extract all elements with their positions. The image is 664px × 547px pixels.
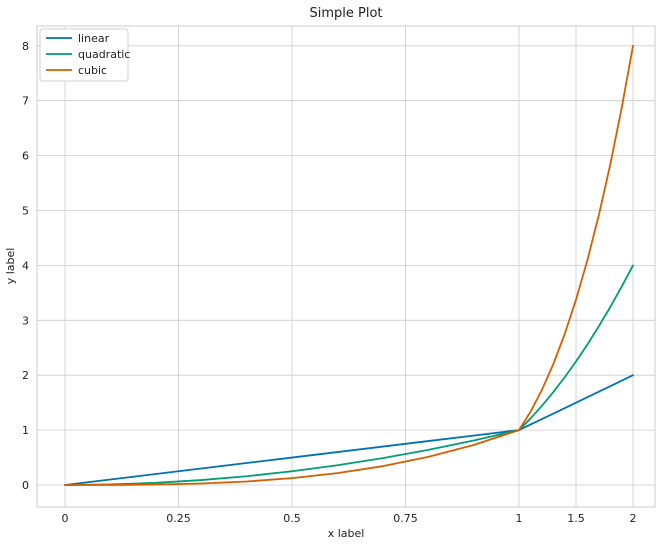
legend-label-linear: linear — [78, 32, 110, 45]
y-tick-label: 8 — [22, 40, 29, 53]
y-tick-label: 6 — [22, 150, 29, 163]
x-tick-labels: 0 0.25 0.5 0.75 1 1.5 2 — [62, 512, 637, 525]
legend-box — [39, 28, 129, 82]
x-tick-label: 0.75 — [393, 512, 418, 525]
y-tick-label: 2 — [22, 369, 29, 382]
x-tick-label: 1 — [516, 512, 523, 525]
legend: linear quadratic cubic — [39, 28, 130, 82]
x-axis-label: x label — [328, 527, 365, 540]
legend-label-quadratic: quadratic — [78, 48, 130, 61]
x-tick-label: 0.25 — [166, 512, 191, 525]
y-tick-label: 0 — [22, 479, 29, 492]
plot-area — [36, 25, 656, 508]
x-tick-label: 0 — [62, 512, 69, 525]
y-tick-label: 1 — [22, 424, 29, 437]
y-tick-label: 7 — [22, 95, 29, 108]
y-tick-label: 5 — [22, 205, 29, 218]
y-tick-label: 4 — [22, 259, 29, 272]
series-line-cubic — [64, 44, 634, 486]
y-axis-label: y label — [4, 248, 17, 285]
chart-title: Simple Plot — [309, 6, 382, 21]
series-layer — [64, 44, 634, 486]
x-tick-label: 2 — [630, 512, 637, 525]
legend-label-cubic: cubic — [78, 64, 107, 77]
y-tick-label: 3 — [22, 314, 29, 327]
x-tick-label: 0.5 — [283, 512, 301, 525]
y-tick-labels: 0 1 2 3 4 5 6 7 8 — [22, 40, 29, 492]
x-tick-label: 1.5 — [567, 512, 585, 525]
